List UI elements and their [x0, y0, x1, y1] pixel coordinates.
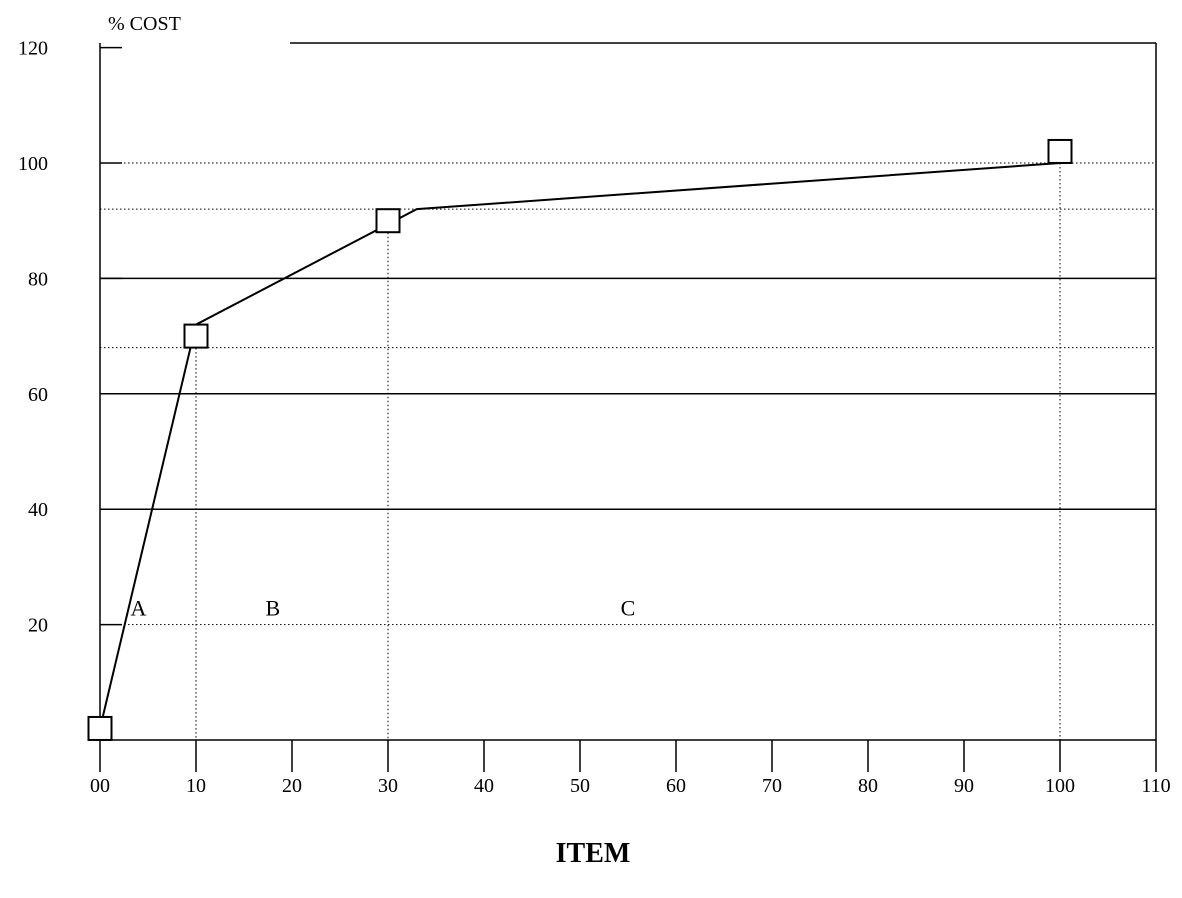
x-tick-label-0: 00 [90, 775, 110, 797]
zone-label-a: A [130, 595, 146, 620]
grid-layer [100, 162, 1156, 740]
y-tick-label-120: 120 [18, 38, 48, 60]
x-tick-label-80: 80 [858, 775, 878, 797]
x-tick-label-10: 10 [186, 775, 206, 797]
zone-label-b: B [265, 595, 280, 620]
y-tick-label-100: 100 [18, 153, 48, 175]
y-tick-label-20: 20 [28, 615, 48, 637]
axes-layer [99, 42, 1157, 772]
series-layer [87, 138, 1073, 741]
x-tick-label-100: 100 [1045, 775, 1075, 797]
x-tick-label-60: 60 [666, 775, 686, 797]
y-tick-label-80: 80 [28, 268, 48, 290]
x-axis-title: ITEM [556, 838, 631, 869]
x-tick-label-90: 90 [954, 775, 974, 797]
data-point-marker-1 [183, 323, 209, 349]
data-point-marker-2 [375, 208, 401, 234]
x-tick-label-30: 30 [378, 775, 398, 797]
x-tick-label-50: 50 [570, 775, 590, 797]
zone-label-c: C [621, 595, 636, 620]
y-tick-label-60: 60 [28, 384, 48, 406]
data-point-marker-3 [1047, 138, 1073, 164]
x-tick-label-70: 70 [762, 775, 782, 797]
series-line-0 [99, 162, 1061, 729]
labels-layer: 00 10 20 30 40 50 60 70 80 90 100 110 20 40 60 80 100 120… [18, 38, 1171, 797]
y-axis-title: % COST [108, 13, 181, 35]
x-tick-label-110: 110 [1141, 775, 1170, 797]
x-tick-label-40: 40 [474, 775, 494, 797]
data-point-marker-0 [87, 715, 113, 741]
y-tick-label-40: 40 [28, 499, 48, 521]
x-tick-label-20: 20 [282, 775, 302, 797]
